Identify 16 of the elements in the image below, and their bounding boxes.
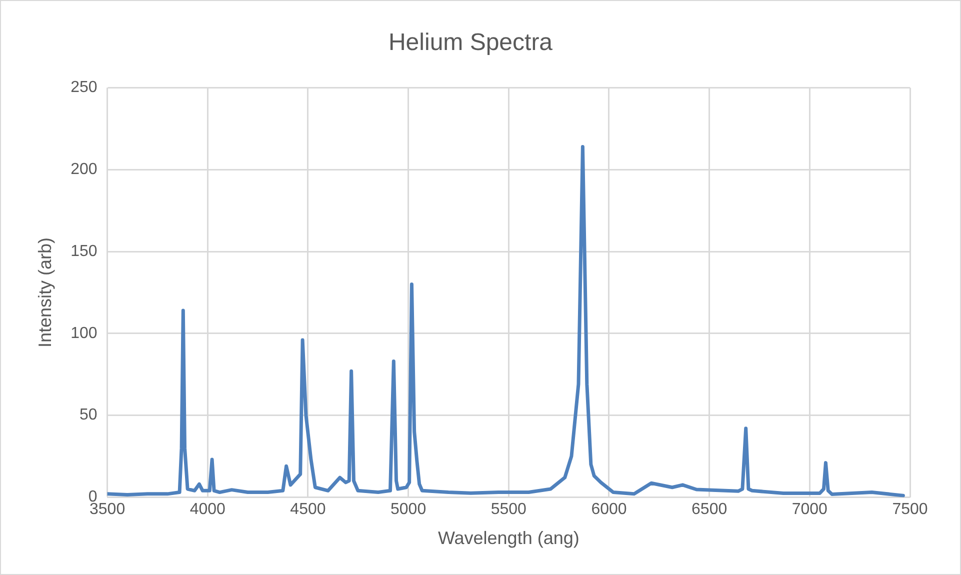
chart-title: Helium Spectra xyxy=(388,29,554,56)
y-tick-label: 150 xyxy=(70,242,98,260)
x-tick-label: 7000 xyxy=(792,501,828,518)
y-tick-label: 200 xyxy=(70,161,98,178)
x-tick-label: 6000 xyxy=(591,501,627,518)
x-tick-label: 4000 xyxy=(190,501,226,518)
y-axis-title: Intensity (arb) xyxy=(34,237,55,348)
x-tick-label: 4500 xyxy=(290,501,326,518)
x-axis-title: Wavelength (ang) xyxy=(438,528,580,548)
y-tick-label: 250 xyxy=(70,79,98,96)
x-tick-label: 5500 xyxy=(490,501,527,518)
x-tick-label: 5000 xyxy=(390,501,426,518)
y-tick-label: 100 xyxy=(70,324,98,342)
y-tick-label: 50 xyxy=(80,406,98,424)
x-tick-label: 6500 xyxy=(692,501,728,518)
x-tick-label: 7500 xyxy=(892,501,928,518)
